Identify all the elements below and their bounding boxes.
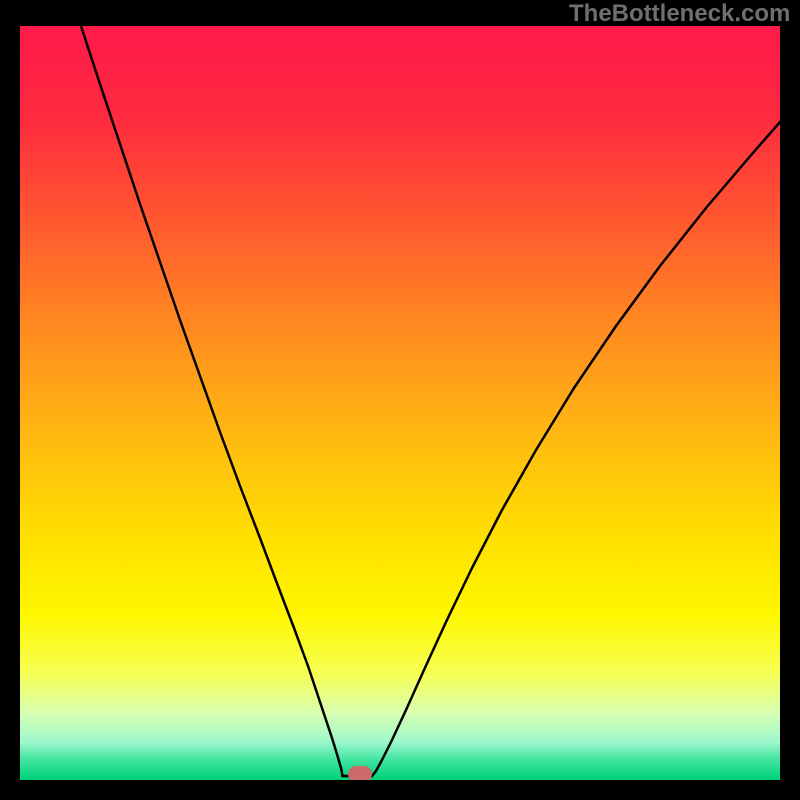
bottleneck-curve bbox=[20, 26, 780, 780]
minimum-marker bbox=[348, 766, 372, 780]
plot-area bbox=[20, 26, 780, 780]
watermark-text: TheBottleneck.com bbox=[569, 0, 790, 28]
